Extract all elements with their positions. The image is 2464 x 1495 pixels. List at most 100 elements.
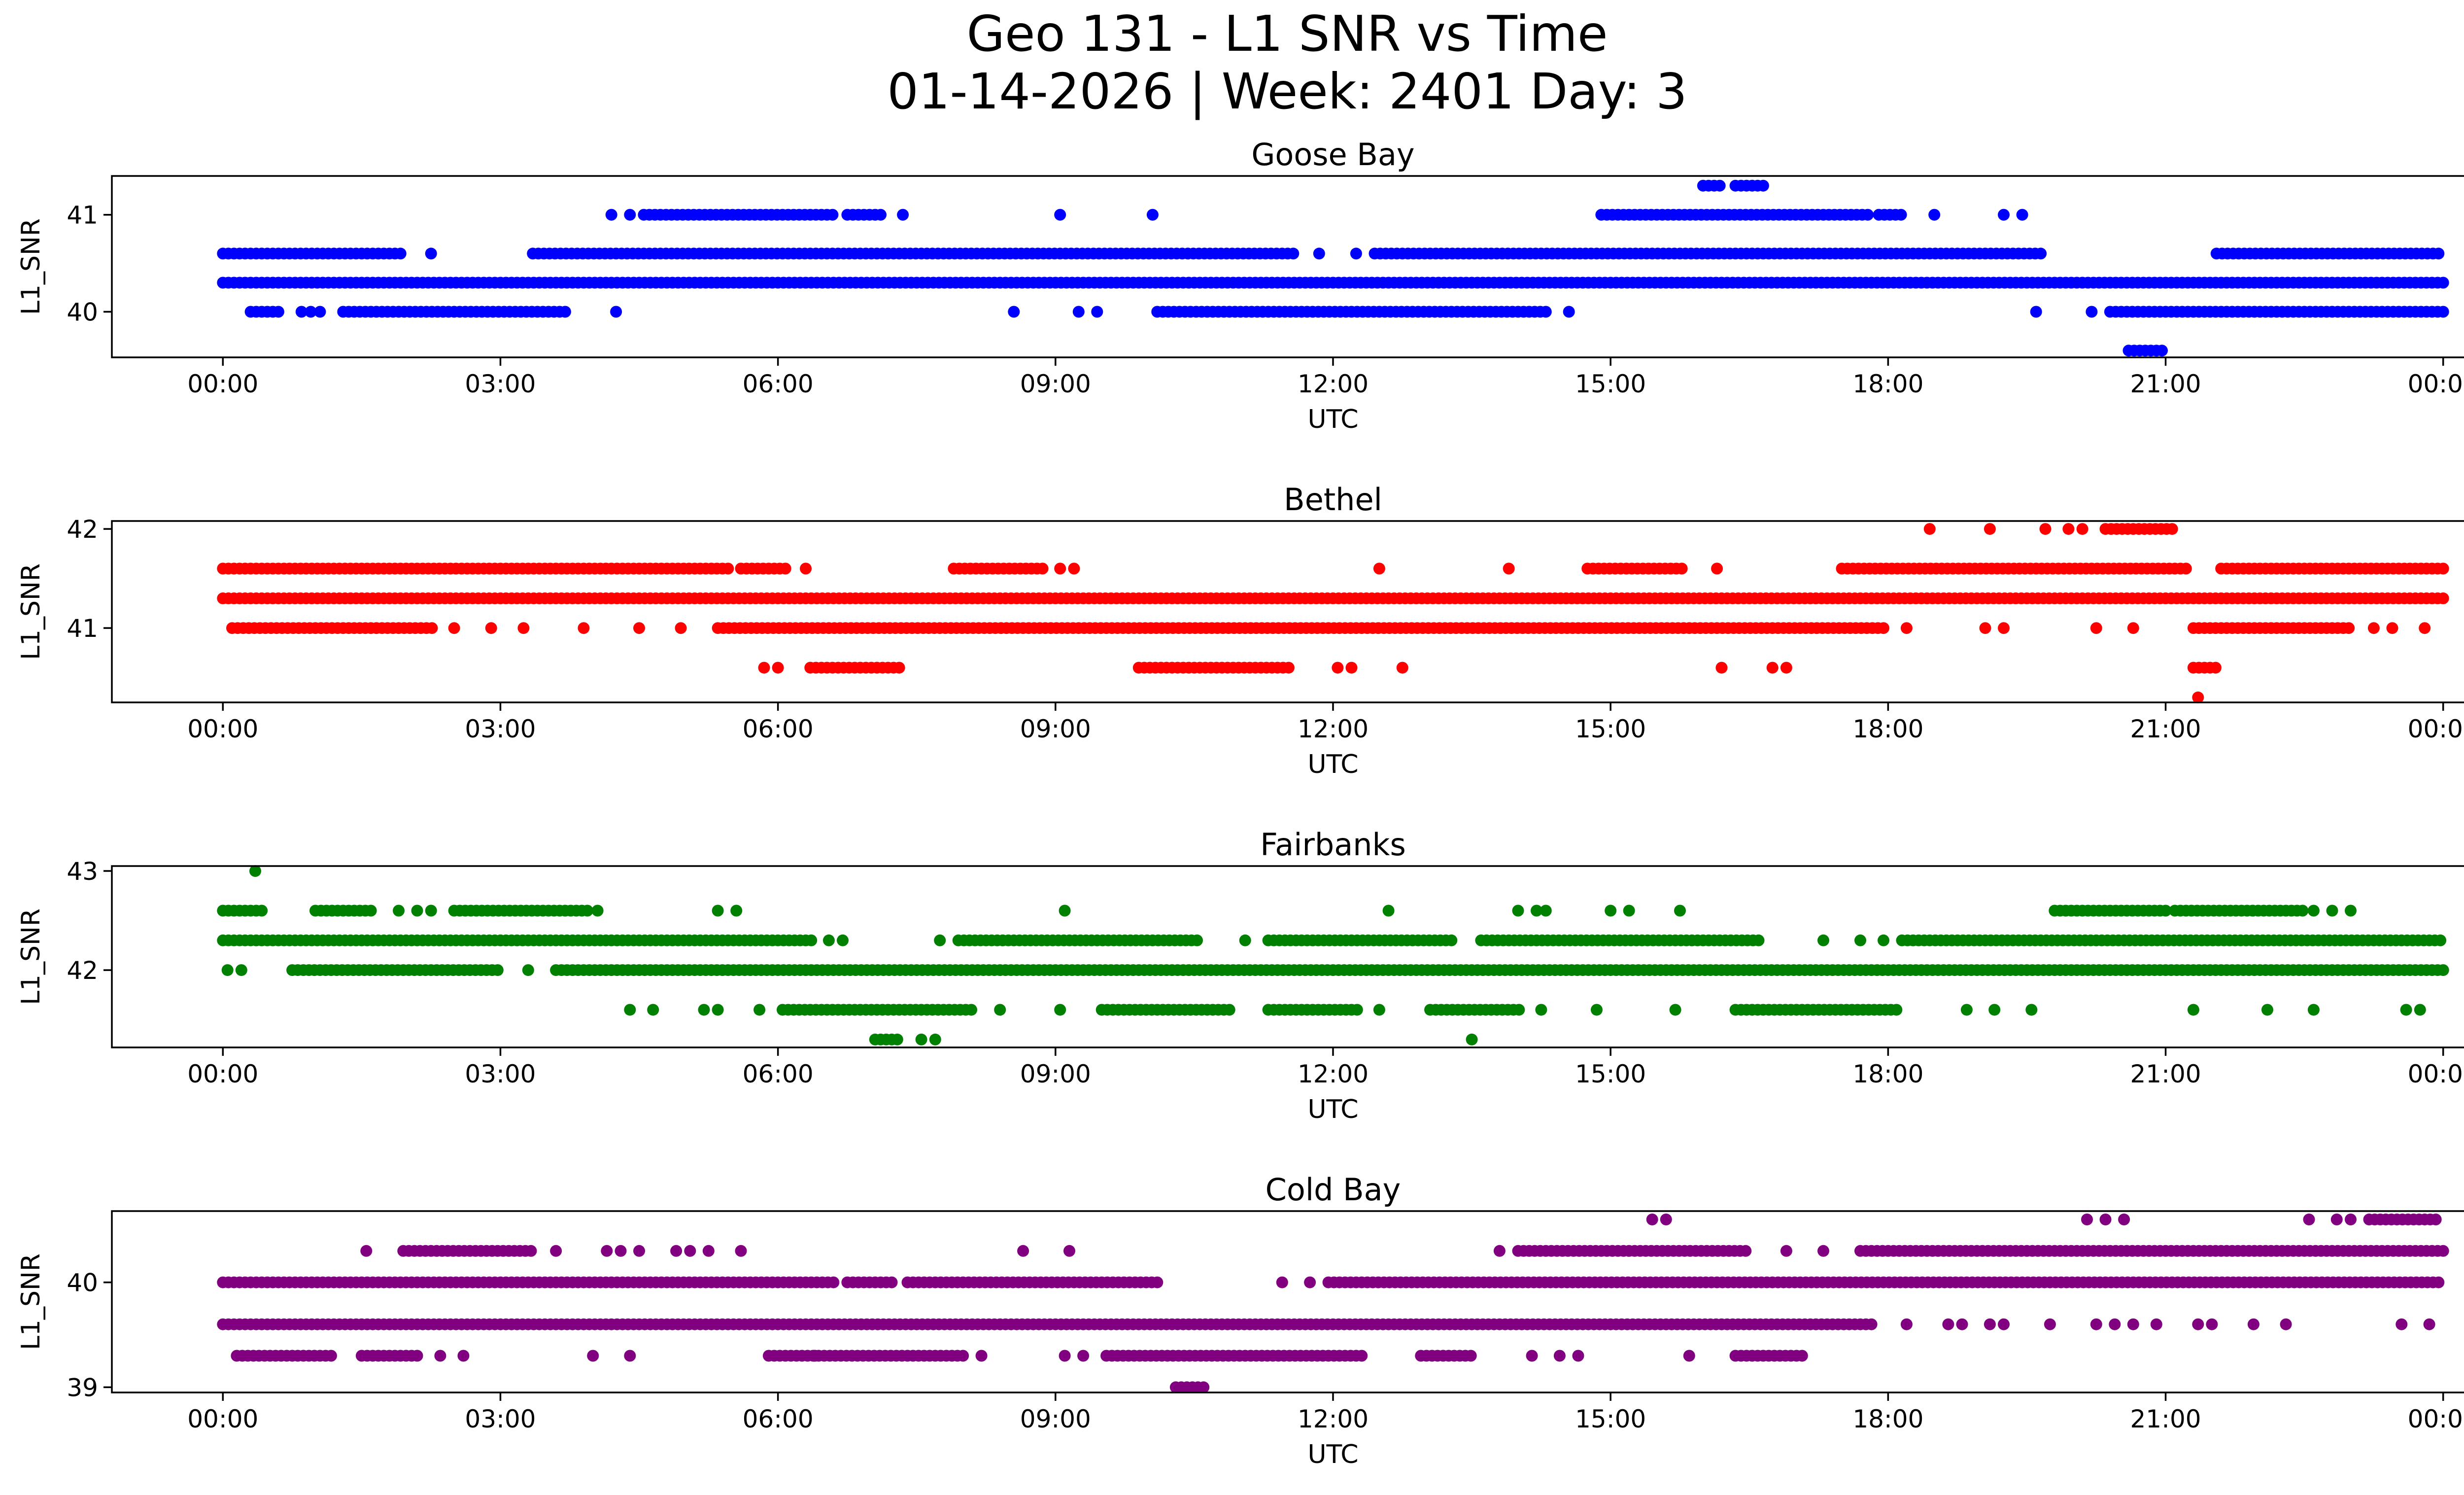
data-point — [1017, 1245, 1029, 1257]
data-point — [1351, 1004, 1363, 1016]
data-point — [235, 964, 247, 976]
data-point — [1373, 1004, 1385, 1016]
data-point — [2109, 1318, 2121, 1330]
data-point — [633, 622, 645, 634]
data-point — [2437, 562, 2449, 575]
data-point — [1862, 209, 1874, 221]
data-point — [633, 1245, 645, 1257]
data-point — [1287, 247, 1300, 260]
data-point — [1526, 1350, 1538, 1362]
data-point — [2209, 661, 2222, 674]
data-point — [1503, 562, 1515, 575]
data-point — [2187, 1004, 2199, 1016]
data-point — [425, 904, 437, 917]
data-point — [2396, 1318, 2408, 1330]
data-point — [550, 1245, 562, 1257]
x-tick-label: 15:00 — [1575, 370, 1646, 398]
data-point — [587, 1350, 599, 1362]
x-tick-label: 21:00 — [2130, 1060, 2201, 1088]
y-axis-label: L1_SNR — [16, 908, 46, 1005]
x-tick-label: 21:00 — [2130, 715, 2201, 743]
subplot-cold-bay: Cold Bay 00:00 03:00 06:00 09:00 12:00 15:00 18… — [16, 1172, 2464, 1469]
data-point — [1757, 179, 1769, 192]
data-point — [826, 209, 839, 221]
data-points — [217, 1214, 2449, 1393]
data-point — [1465, 1350, 1477, 1362]
x-tick-label: 09:00 — [1020, 370, 1091, 398]
x-tick-label: 12:00 — [1298, 715, 1369, 743]
data-point — [485, 622, 497, 634]
data-point — [1572, 1350, 1584, 1362]
data-point — [1191, 934, 1203, 946]
data-point — [1063, 1245, 1075, 1257]
data-point — [1540, 306, 1552, 318]
data-point — [1928, 209, 1941, 221]
data-point — [1956, 1318, 1968, 1330]
data-point — [2118, 1214, 2130, 1225]
data-point — [1890, 1004, 1903, 1016]
data-point — [1350, 247, 1362, 260]
y-tick-label: 43 — [67, 857, 98, 886]
data-point — [1605, 904, 1617, 917]
data-point — [295, 306, 308, 318]
data-point — [1513, 1004, 1525, 1016]
data-point — [1900, 622, 1913, 634]
data-points — [217, 865, 2449, 1045]
y-axis-label: L1_SNR — [16, 1253, 46, 1350]
figure-title-line2: 01-14-2026 | Week: 2401 Day: 3 — [887, 63, 1687, 120]
x-tick-label: 00:00 — [2408, 1405, 2464, 1433]
x-tick-label: 03:00 — [465, 1060, 536, 1088]
data-point — [517, 622, 530, 634]
subplot-goose-bay: Goose Bay 00:00 03:00 06:00 09:00 12:00 15:00 1… — [16, 137, 2464, 434]
x-axis-label: UTC — [1307, 405, 1358, 434]
data-point — [1878, 622, 1889, 634]
data-point — [1711, 562, 1723, 575]
y-axis-label: L1_SNR — [16, 563, 46, 660]
data-point — [893, 661, 905, 674]
y-tick-label: 40 — [67, 298, 98, 327]
data-point — [1072, 306, 1085, 318]
data-point — [675, 622, 687, 634]
x-tick-label: 18:00 — [1852, 1060, 1923, 1088]
data-point — [1591, 1004, 1603, 1016]
x-tick-label: 21:00 — [2130, 1405, 2201, 1433]
data-point — [314, 306, 326, 318]
x-tick-label: 18:00 — [1852, 715, 1923, 743]
data-point — [2414, 1004, 2426, 1016]
data-point — [1984, 1318, 1996, 1330]
data-point — [2437, 1245, 2449, 1257]
x-tick-label: 06:00 — [743, 715, 814, 743]
data-point — [712, 904, 724, 917]
data-point — [1239, 934, 1251, 946]
y-tick-label: 40 — [67, 1269, 98, 1297]
data-point — [891, 1033, 903, 1045]
data-point — [1715, 661, 1728, 674]
data-point — [448, 622, 460, 634]
data-point — [1713, 179, 1726, 192]
data-point — [809, 1350, 821, 1362]
data-point — [2192, 1318, 2204, 1330]
data-point — [2206, 1318, 2218, 1330]
data-point — [1008, 306, 1020, 318]
data-point — [365, 904, 377, 917]
data-point — [875, 209, 887, 221]
data-point — [1396, 661, 1408, 674]
x-axis-label: UTC — [1307, 750, 1358, 779]
data-point — [2303, 1214, 2315, 1225]
data-point — [2437, 306, 2449, 318]
data-point — [2127, 1318, 2139, 1330]
data-point — [684, 1245, 696, 1257]
data-points — [217, 179, 2449, 357]
data-point — [2330, 1214, 2343, 1225]
x-tick-label: 09:00 — [1020, 1060, 1091, 1088]
data-point — [1531, 904, 1542, 917]
x-tick-label: 06:00 — [743, 370, 814, 398]
data-point — [702, 1245, 715, 1257]
x-tick-label: 00:00 — [187, 370, 258, 398]
data-point — [601, 1245, 613, 1257]
subplot-title: Cold Bay — [1266, 1172, 1401, 1208]
data-point — [1988, 1004, 2001, 1016]
data-point — [1817, 934, 1829, 946]
data-point — [647, 1004, 659, 1016]
data-point — [735, 1245, 747, 1257]
